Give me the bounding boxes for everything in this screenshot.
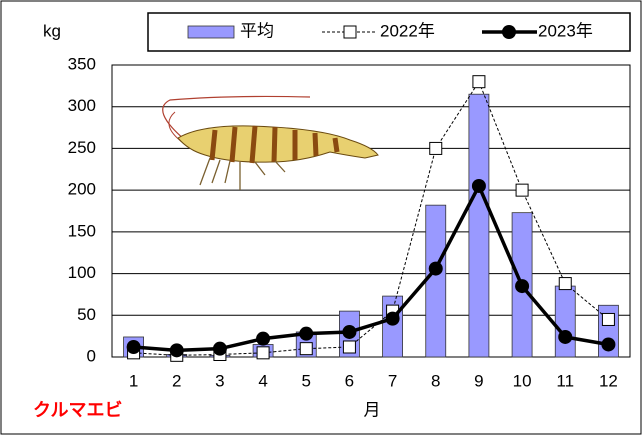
x-tick-label: 10: [513, 371, 532, 390]
marker: [472, 75, 486, 89]
bar: [425, 204, 447, 358]
x-tick-label: 9: [474, 371, 483, 390]
bar: [468, 93, 490, 358]
legend-label: 2023年: [538, 21, 593, 40]
marker: [601, 312, 615, 326]
marker: [558, 277, 572, 291]
y-tick-label: 100: [68, 263, 96, 282]
shrimp-illustration: [162, 95, 379, 190]
x-tick-label: 4: [258, 371, 267, 390]
plot-border: [111, 64, 631, 358]
x-tick-label: 7: [388, 371, 397, 390]
legend-marker: [343, 25, 357, 39]
marker: [169, 343, 184, 358]
marker: [212, 341, 227, 356]
marker: [428, 261, 443, 276]
y-tick-label: 250: [68, 138, 96, 157]
y-axis-label: kg: [43, 21, 61, 40]
marker: [558, 329, 573, 344]
y-tick-label: 150: [68, 221, 96, 240]
marker: [342, 340, 356, 354]
x-tick-label: 6: [345, 371, 354, 390]
legend-swatch: [187, 25, 235, 39]
marker: [256, 346, 270, 360]
y-tick-label: 0: [87, 346, 96, 365]
y-tick-label: 300: [68, 96, 96, 115]
marker: [126, 339, 141, 354]
annotation: クルマエビ: [33, 400, 122, 420]
line: [133, 181, 609, 353]
x-tick-label: 3: [215, 371, 224, 390]
x-tick-label: 5: [302, 371, 311, 390]
marker: [256, 331, 271, 346]
legend-label: 平均: [240, 21, 274, 40]
marker: [471, 178, 486, 193]
marker: [601, 337, 616, 352]
marker: [299, 342, 313, 356]
marker: [429, 141, 443, 155]
marker: [515, 183, 529, 197]
x-tick-label: 11: [556, 371, 574, 390]
x-tick-label: 1: [129, 371, 138, 390]
bar: [554, 285, 576, 358]
x-tick-label: 2: [172, 371, 181, 390]
marker: [342, 324, 357, 339]
x-tick-label: 8: [431, 371, 440, 390]
y-tick-label: 200: [68, 180, 96, 199]
x-tick-label: 12: [599, 371, 618, 390]
marker: [299, 326, 314, 341]
marker: [515, 279, 530, 294]
marker: [385, 311, 400, 326]
y-tick-label: 50: [77, 305, 96, 324]
legend-marker: [502, 25, 516, 39]
legend-label: 2022年: [380, 21, 435, 40]
y-tick-label: 350: [68, 54, 96, 73]
x-axis-label: 月: [364, 400, 381, 419]
